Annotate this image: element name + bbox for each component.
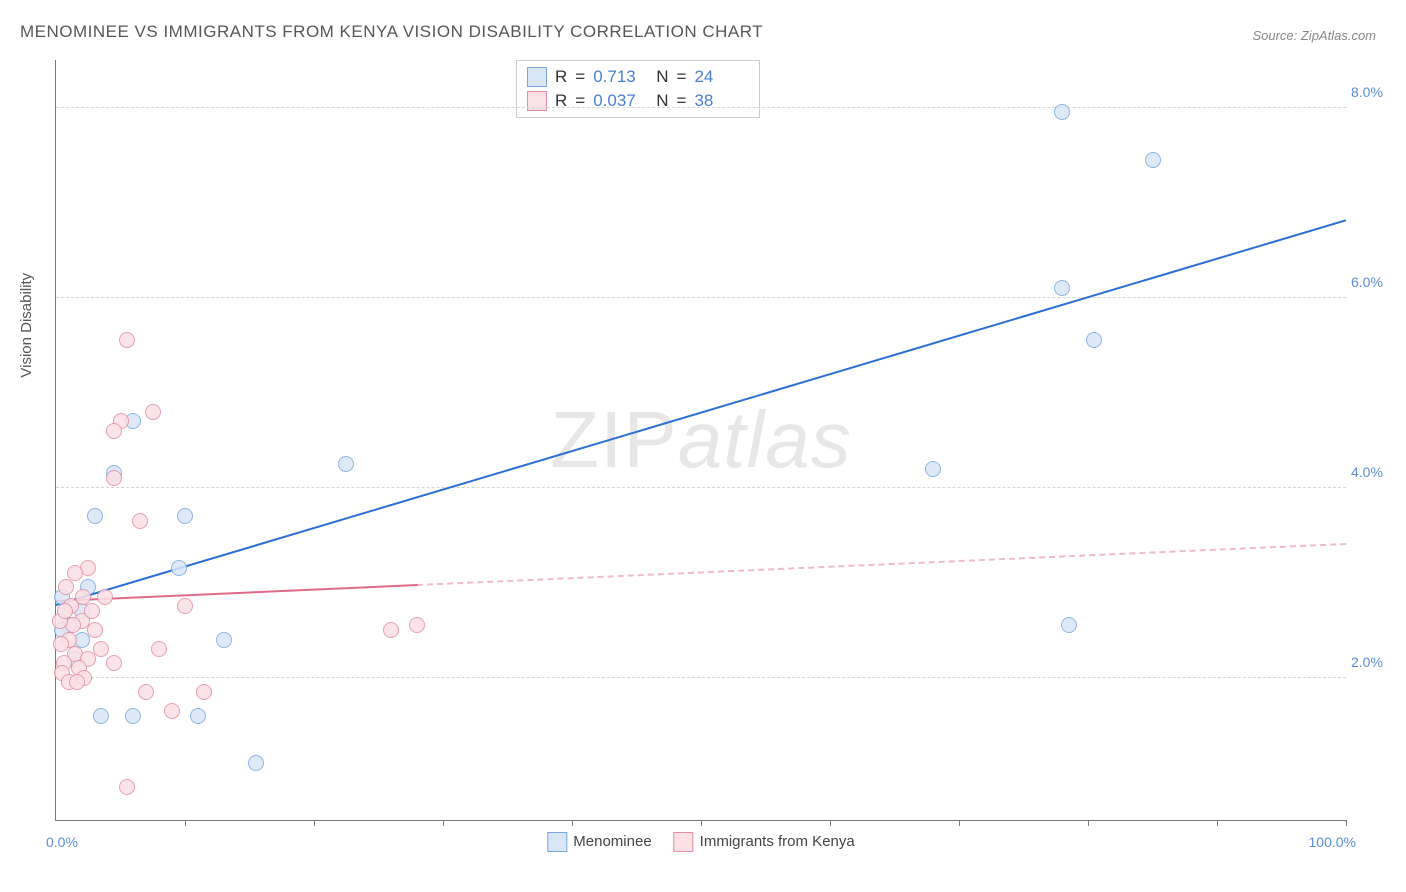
gridline [56,677,1346,678]
gridline [56,107,1346,108]
legend-n-value: 24 [694,67,749,87]
y-axis-label: Vision Disability [18,273,35,378]
data-point [196,684,212,700]
watermark: ZIPatlas [550,394,851,486]
legend-r-value: 0.037 [593,91,648,111]
legend-r-value: 0.713 [593,67,648,87]
plot-area: ZIPatlas R=0.713N=24R=0.037N=38 Menomine… [55,60,1346,821]
legend-swatch [527,91,547,111]
data-point [93,708,109,724]
data-point [53,636,69,652]
legend-r-label: R [555,91,567,111]
data-point [145,404,161,420]
legend-swatch [674,832,694,852]
x-tick [959,820,960,826]
data-point [1061,617,1077,633]
x-tick [1346,820,1347,826]
data-point [87,622,103,638]
data-point [58,579,74,595]
legend-r-label: R [555,67,567,87]
legend-n-label: N [656,91,668,111]
data-point [132,513,148,529]
data-point [106,470,122,486]
data-point [119,332,135,348]
data-point [248,755,264,771]
data-point [125,708,141,724]
legend-stat-row: R=0.713N=24 [527,65,749,89]
data-point [216,632,232,648]
y-tick-label: 8.0% [1351,84,1401,100]
x-tick [1088,820,1089,826]
x-tick-label: 0.0% [46,834,78,850]
gridline [56,297,1346,298]
legend-n-label: N [656,67,668,87]
data-point [119,779,135,795]
x-tick [572,820,573,826]
data-point [177,508,193,524]
x-tick [443,820,444,826]
x-tick [701,820,702,826]
data-point [151,641,167,657]
legend-swatch [527,67,547,87]
y-tick-label: 6.0% [1351,274,1401,290]
data-point [57,603,73,619]
data-point [1145,152,1161,168]
legend-stats: R=0.713N=24R=0.037N=38 [516,60,760,118]
trend-line [417,543,1346,586]
data-point [84,603,100,619]
y-tick-label: 2.0% [1351,654,1401,670]
legend-n-value: 38 [694,91,749,111]
x-tick [830,820,831,826]
data-point [106,423,122,439]
legend-swatch [547,832,567,852]
data-point [177,598,193,614]
data-point [87,508,103,524]
legend-item: Immigrants from Kenya [674,832,855,852]
data-point [171,560,187,576]
legend-item: Menominee [547,832,651,852]
y-tick-label: 4.0% [1351,464,1401,480]
legend-series: Menominee Immigrants from Kenya [547,832,854,852]
data-point [338,456,354,472]
source-label: Source: ZipAtlas.com [1252,28,1376,43]
x-tick [1217,820,1218,826]
data-point [409,617,425,633]
legend-label: Immigrants from Kenya [700,833,855,850]
x-tick [185,820,186,826]
data-point [97,589,113,605]
data-point [1054,104,1070,120]
data-point [164,703,180,719]
gridline [56,487,1346,488]
x-tick-label: 100.0% [1309,834,1356,850]
data-point [1054,280,1070,296]
data-point [75,589,91,605]
data-point [106,655,122,671]
data-point [1086,332,1102,348]
data-point [69,674,85,690]
legend-label: Menominee [573,833,651,850]
data-point [67,565,83,581]
data-point [383,622,399,638]
data-point [138,684,154,700]
x-tick [314,820,315,826]
chart-title: MENOMINEE VS IMMIGRANTS FROM KENYA VISIO… [20,22,763,42]
trend-line [56,220,1347,607]
legend-stat-row: R=0.037N=38 [527,89,749,113]
data-point [190,708,206,724]
data-point [925,461,941,477]
